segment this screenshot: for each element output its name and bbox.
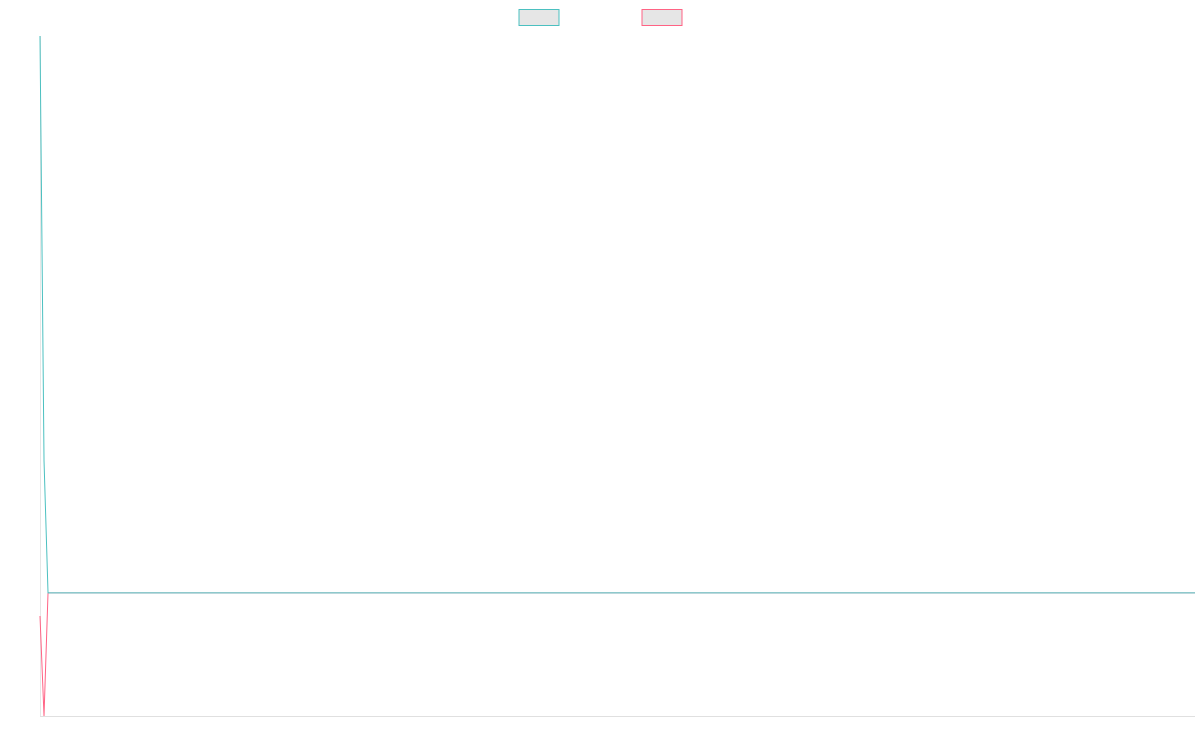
data-line: [39, 35, 1195, 594]
data-line: [39, 592, 1195, 717]
legend-swatch[interactable]: [518, 9, 560, 26]
legend-swatch[interactable]: [641, 9, 683, 26]
